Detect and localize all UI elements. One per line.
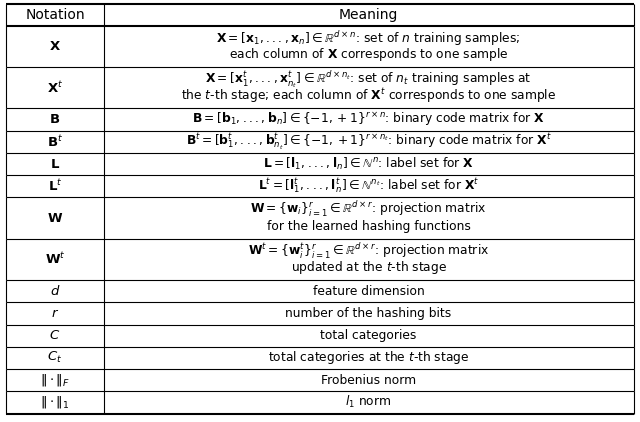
Text: $l_1$ norm: $l_1$ norm <box>346 395 392 411</box>
Text: Meaning: Meaning <box>339 8 398 22</box>
Text: each column of $\mathbf{X}$ corresponds to one sample: each column of $\mathbf{X}$ corresponds … <box>229 46 508 63</box>
Text: $\|\cdot\|_F$: $\|\cdot\|_F$ <box>40 372 70 388</box>
Text: feature dimension: feature dimension <box>313 284 424 298</box>
Text: $\mathbf{X}$: $\mathbf{X}$ <box>49 40 61 53</box>
Text: $\mathbf{W} = \{\mathbf{w}_i\}_{i=1}^r \in \mathbb{R}^{d\times r}$: projection m: $\mathbf{W} = \{\mathbf{w}_i\}_{i=1}^r \… <box>250 200 487 219</box>
Text: $\mathbf{B} = [\mathbf{b}_1,...,\mathbf{b}_n] \in \{-1,+1\}^{r\times n}$: binary: $\mathbf{B} = [\mathbf{b}_1,...,\mathbf{… <box>192 111 545 128</box>
Text: $C$: $C$ <box>49 329 61 342</box>
Text: for the learned hashing functions: for the learned hashing functions <box>267 220 470 233</box>
Text: the $t$-th stage; each column of $\mathbf{X}^t$ corresponds to one sample: the $t$-th stage; each column of $\mathb… <box>181 87 556 105</box>
Text: $\mathbf{B}^t = [\mathbf{b}_1^t,...,\mathbf{b}_{n_t}^t] \in \{-1,+1\}^{r\times n: $\mathbf{B}^t = [\mathbf{b}_1^t,...,\mat… <box>186 132 552 152</box>
Text: $\mathbf{L}^t$: $\mathbf{L}^t$ <box>48 179 62 194</box>
Text: $d$: $d$ <box>50 284 60 298</box>
Text: $\mathbf{L}^t = [\mathbf{l}_1^t,...,\mathbf{l}_n^t] \in \mathbb{N}^{n_t}$: label: $\mathbf{L}^t = [\mathbf{l}_1^t,...,\mat… <box>258 177 479 196</box>
Text: $\mathbf{L}$: $\mathbf{L}$ <box>50 157 60 170</box>
Text: $\mathbf{W}$: $\mathbf{W}$ <box>47 211 63 225</box>
Text: $\mathbf{W}^t$: $\mathbf{W}^t$ <box>45 252 65 267</box>
Text: $\mathbf{X} = [\mathbf{x}_1,...,\mathbf{x}_n] \in \mathbb{R}^{d\times n}$: set o: $\mathbf{X} = [\mathbf{x}_1,...,\mathbf{… <box>216 29 521 48</box>
Text: updated at the $t$-th stage: updated at the $t$-th stage <box>291 259 447 276</box>
Text: total categories: total categories <box>321 329 417 342</box>
Text: Notation: Notation <box>25 8 85 22</box>
Text: $\mathbf{X} = [\mathbf{x}_1^t,...,\mathbf{x}_{n_t}^t] \in \mathbb{R}^{d\times n_: $\mathbf{X} = [\mathbf{x}_1^t,...,\mathb… <box>205 69 532 90</box>
Text: $r$: $r$ <box>51 307 59 320</box>
Text: total categories at the $t$-th stage: total categories at the $t$-th stage <box>268 349 469 366</box>
Text: $\mathbf{B}$: $\mathbf{B}$ <box>49 113 61 126</box>
Text: $C_t$: $C_t$ <box>47 350 63 365</box>
Text: $\mathbf{X}^t$: $\mathbf{X}^t$ <box>47 80 63 95</box>
Text: $\|\cdot\|_1$: $\|\cdot\|_1$ <box>40 395 70 411</box>
Text: Frobenius norm: Frobenius norm <box>321 373 416 387</box>
Text: $\mathbf{L} = [\mathbf{l}_1,...,\mathbf{l}_n] \in \mathbb{N}^n$: label set for $: $\mathbf{L} = [\mathbf{l}_1,...,\mathbf{… <box>263 156 474 172</box>
Text: number of the hashing bits: number of the hashing bits <box>285 307 452 320</box>
Text: $\mathbf{W}^t = \{\mathbf{w}_i^t\}_{i=1}^r \in \mathbb{R}^{d\times r}$: projecti: $\mathbf{W}^t = \{\mathbf{w}_i^t\}_{i=1}… <box>248 241 489 261</box>
Text: $\mathbf{B}^t$: $\mathbf{B}^t$ <box>47 134 63 149</box>
